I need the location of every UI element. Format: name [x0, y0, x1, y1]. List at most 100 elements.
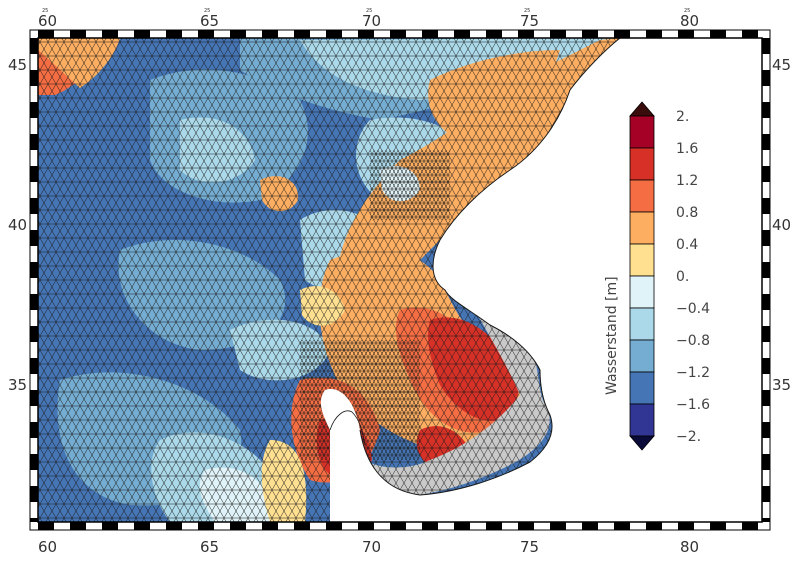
colorbar-level-label: −2. — [676, 429, 701, 445]
tick-superscript: 25 — [684, 8, 690, 14]
colorbar-level-label: −0.8 — [676, 333, 710, 349]
frame-tick-segment — [198, 30, 214, 38]
frame-tick-segment — [518, 30, 534, 38]
x-tick-label: 60 — [38, 538, 57, 556]
frame-tick-segment — [30, 390, 38, 406]
frame-tick-segment — [762, 102, 770, 118]
frame-tick-segment — [30, 486, 38, 502]
colorbar-swatch — [629, 147, 655, 181]
frame-tick-segment — [30, 422, 38, 438]
colorbar-level-label: 1.2 — [676, 173, 698, 189]
frame-tick-segment — [762, 134, 770, 150]
x-tick-label: 65 — [200, 12, 219, 30]
coastline — [329, 410, 366, 446]
frame-tick-segment — [614, 522, 630, 530]
frame-tick-segment — [762, 454, 770, 470]
frame-tick-segment — [30, 358, 38, 374]
colorbar-swatch — [629, 339, 655, 373]
frame-tick-segment — [358, 522, 374, 530]
y-tick-labels-right: 45 40 35 — [772, 56, 791, 394]
colorbar-swatch — [629, 371, 655, 405]
frame-tick-segment — [486, 522, 502, 530]
x-tick-label: 75 — [520, 12, 539, 30]
colorbar-swatch — [629, 115, 655, 149]
y-tick-label: 40 — [772, 216, 791, 234]
frame-tick-segment — [762, 326, 770, 342]
colorbar-level-label: −0.4 — [676, 301, 710, 317]
frame-tick-segment — [762, 518, 770, 522]
frame-tick-segment — [454, 30, 470, 38]
frame-tick-segment — [710, 522, 726, 530]
frame-tick-segment — [762, 486, 770, 502]
tick-superscript: 25 — [42, 8, 48, 14]
frame-tick-segment — [30, 166, 38, 182]
frame-tick-segment — [30, 102, 38, 118]
y-tick-label: 35 — [8, 376, 27, 394]
frame-tick-segment — [30, 38, 38, 54]
frame-tick-segment — [390, 30, 406, 38]
frame-tick-segment — [762, 262, 770, 278]
frame-tick-segment — [326, 522, 342, 530]
frame-tick-segment — [762, 230, 770, 246]
frame-tick-segment — [762, 358, 770, 374]
frame-ticks — [29, 29, 771, 531]
y-tick-label: 40 — [8, 216, 27, 234]
coastline — [359, 38, 621, 496]
frame-tick-segment — [646, 522, 662, 530]
colorbar-level-label: 0.4 — [676, 237, 698, 253]
frame-tick-segment — [166, 522, 182, 530]
frame-tick-segment — [70, 30, 86, 38]
frame-tick-segment — [230, 522, 246, 530]
frame-tick-segment — [762, 70, 770, 86]
frame-tick-segment — [30, 294, 38, 310]
frame-tick-segment — [762, 198, 770, 214]
frame-tick-segment — [134, 522, 150, 530]
x-tick-superscripts: 25 25 25 25 25 — [42, 8, 690, 14]
frame-tick-segment — [30, 518, 38, 522]
frame-tick-segment — [762, 294, 770, 310]
x-tick-label: 75 — [520, 538, 539, 556]
frame-tick-segment — [486, 30, 502, 38]
colorbar-swatch — [629, 275, 655, 309]
frame-tick-segment — [262, 30, 278, 38]
y-tick-label: 35 — [772, 376, 791, 394]
frame-tick-segment — [294, 522, 310, 530]
frame-tick-segment — [762, 166, 770, 182]
frame-tick-segment — [30, 70, 38, 86]
frame-tick-segment — [742, 522, 758, 530]
x-tick-label: 65 — [200, 538, 219, 556]
colorbar-swatch — [629, 307, 655, 341]
tick-superscript: 25 — [524, 8, 530, 14]
colorbar-swatch — [629, 403, 655, 437]
colorbar-label: Wasserstand [m] — [604, 276, 620, 395]
frame-tick-segment — [582, 522, 598, 530]
colorbar-level-label: 1.6 — [676, 141, 698, 157]
frame-tick-segment — [30, 134, 38, 150]
x-tick-labels-bottom: 60 65 70 75 80 — [38, 538, 699, 556]
x-tick-label: 80 — [680, 12, 699, 30]
frame-tick-segment — [454, 522, 470, 530]
frame-tick-segment — [30, 198, 38, 214]
triangular-mesh-fine — [370, 150, 450, 220]
colorbar-level-label: 0.8 — [676, 205, 698, 221]
frame-tick-segment — [30, 454, 38, 470]
frame-tick-segment — [326, 30, 342, 38]
tick-superscript: 25 — [366, 8, 372, 14]
colorbar-bottom-arrow — [629, 435, 655, 451]
frame-tick-segment — [262, 522, 278, 530]
tick-superscript: 25 — [204, 8, 210, 14]
x-tick-labels-top: 60 65 70 75 80 — [38, 12, 699, 30]
frame-tick-segment — [230, 30, 246, 38]
frame-tick-segment — [198, 522, 214, 530]
frame-tick-segment — [762, 390, 770, 406]
frame-outline — [29, 29, 771, 531]
x-tick-label: 60 — [38, 12, 57, 30]
colorbar-swatch — [629, 211, 655, 245]
colorbar-swatch — [629, 243, 655, 277]
colorbar-swatch — [629, 179, 655, 213]
frame-tick-segment — [166, 30, 182, 38]
frame-tick-segment — [550, 30, 566, 38]
frame-tick-segment — [614, 30, 630, 38]
